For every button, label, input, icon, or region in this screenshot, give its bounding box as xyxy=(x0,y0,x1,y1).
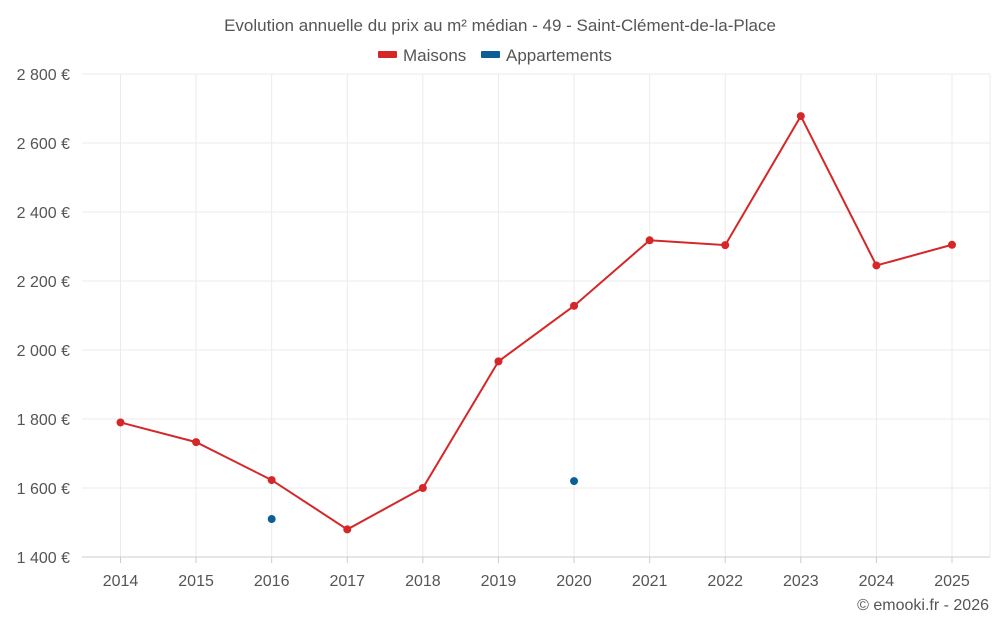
plot-area xyxy=(116,112,956,534)
data-point-maisons[interactable] xyxy=(948,240,956,249)
y-tick-label: 2 000 € xyxy=(17,343,70,360)
axes: 1 400 € 1 600 € 1 800 € 2 000 € 2 200 € 2 400… xyxy=(17,67,990,590)
data-point-maisons[interactable] xyxy=(116,418,125,427)
x-tick-label: 2022 xyxy=(707,573,743,590)
legend-label-maisons: Maisons xyxy=(403,46,466,65)
x-tick-label: 2021 xyxy=(632,573,668,590)
y-tick-label: 1 600 € xyxy=(17,481,70,498)
y-tick-label: 2 400 € xyxy=(17,205,70,222)
x-tick-label: 2018 xyxy=(405,573,441,590)
chart-title: Evolution annuelle du prix au m² médian … xyxy=(224,16,776,35)
grid xyxy=(82,73,991,557)
data-point-maisons[interactable] xyxy=(192,438,201,447)
credit-text: © emooki.fr - 2026 xyxy=(857,597,989,614)
data-point-maisons[interactable] xyxy=(645,236,654,245)
y-tick-label: 1 800 € xyxy=(17,412,70,429)
x-tick-label: 2016 xyxy=(254,573,290,590)
data-point-maisons[interactable] xyxy=(267,476,276,485)
data-point-maisons[interactable] xyxy=(570,301,579,310)
legend: Maisons Appartements xyxy=(378,46,612,65)
data-point-maisons[interactable] xyxy=(494,357,503,366)
x-tick-label: 2019 xyxy=(481,573,517,590)
legend-item-maisons[interactable]: Maisons xyxy=(378,46,466,65)
data-point-maisons[interactable] xyxy=(796,112,805,121)
x-tick-label: 2020 xyxy=(556,573,592,590)
x-tick-label: 2015 xyxy=(178,573,214,590)
x-tick-label: 2017 xyxy=(329,573,365,590)
data-point-maisons[interactable] xyxy=(872,261,881,270)
series-line-maisons xyxy=(120,114,953,531)
x-tick-label: 2014 xyxy=(103,573,139,590)
y-tick-label: 1 400 € xyxy=(17,550,70,567)
legend-label-appartements: Appartements xyxy=(506,46,612,65)
legend-swatch-appartements xyxy=(481,51,500,58)
x-tick-label: 2025 xyxy=(934,573,970,590)
legend-swatch-maisons xyxy=(378,51,397,58)
y-tick-label: 2 800 € xyxy=(17,67,70,84)
data-point-maisons[interactable] xyxy=(343,525,352,534)
data-point-appartements[interactable] xyxy=(267,515,276,524)
x-tick-label: 2024 xyxy=(859,573,895,590)
data-point-maisons[interactable] xyxy=(418,484,427,492)
x-tick-label: 2023 xyxy=(783,573,819,590)
y-tick-label: 2 600 € xyxy=(17,136,70,153)
data-point-appartements[interactable] xyxy=(570,477,579,486)
y-tick-label: 2 200 € xyxy=(17,274,70,291)
legend-item-appartements[interactable]: Appartements xyxy=(481,46,612,65)
data-point-maisons[interactable] xyxy=(721,241,730,250)
